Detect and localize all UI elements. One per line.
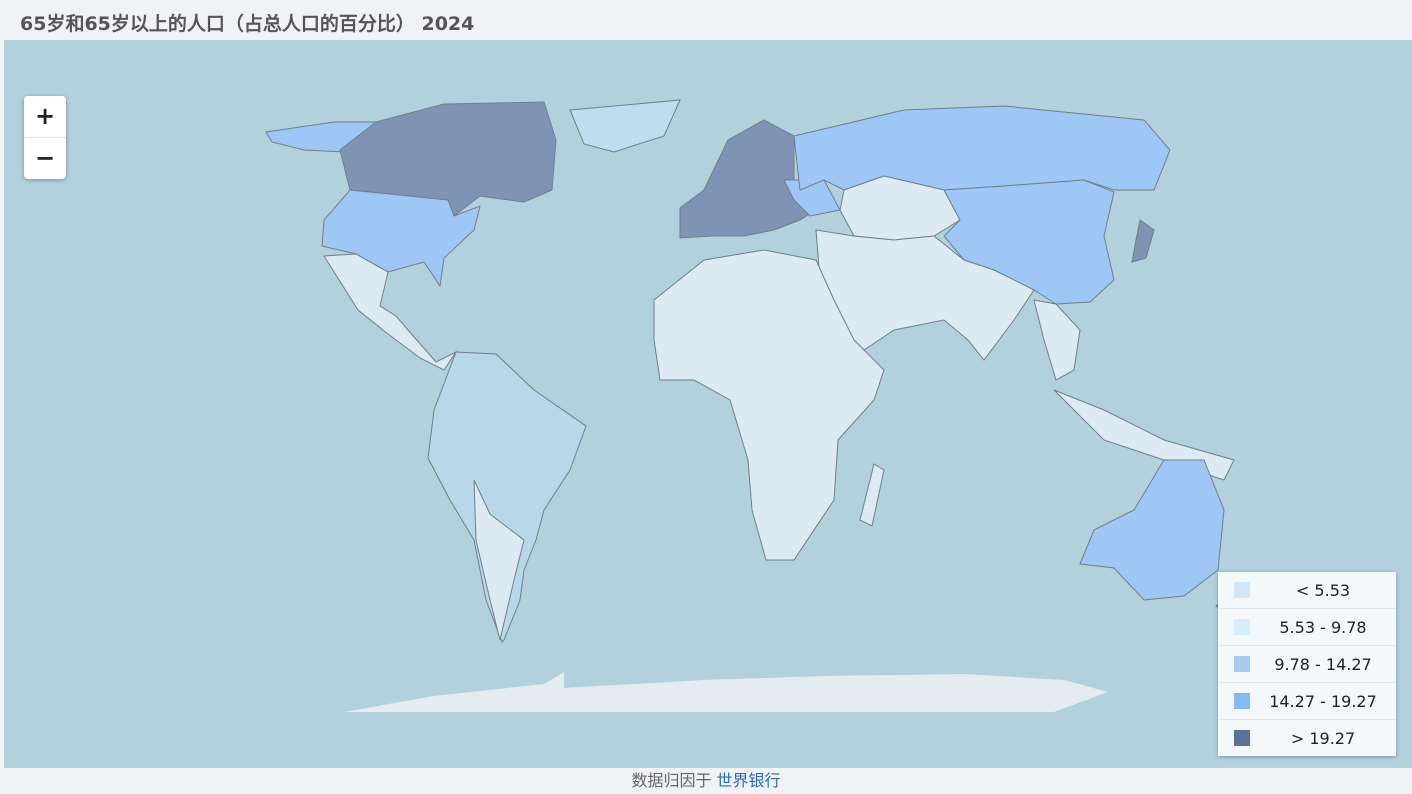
south-america [427,351,587,643]
legend-label: < 5.53 [1295,580,1351,600]
legend-swatch [1234,656,1250,672]
legend-swatch [1234,619,1250,635]
map: + − [4,40,1412,768]
mexico-central-america [323,253,458,371]
attribution: 数据归因于 [631,771,712,790]
chile-argentina [473,479,525,641]
antarctica [344,672,1108,712]
africa [653,249,885,561]
australia [1079,459,1225,601]
legend-swatch [1234,730,1250,746]
zoom-in[interactable]: + [34,102,56,130]
indonesia [1053,389,1235,481]
usa [321,189,481,288]
legend: < 5.53 5.53 - 9.78 9.78 - 14.27 14.27 - 19.… [1218,572,1396,756]
southeast-asia [1033,299,1081,381]
japan [1131,219,1155,263]
legend-item[interactable]: 14.27 - 19.27 [1218,683,1396,720]
legend-label: 5.53 - 9.78 [1279,617,1367,637]
legend-label: 9.78 - 14.27 [1274,654,1372,674]
legend-item[interactable]: 5.53 - 9.78 [1218,609,1396,646]
legend-swatch [1234,693,1250,709]
china [943,179,1115,305]
madagascar [859,463,885,527]
greenland [569,99,681,153]
zoom-control: + − [24,96,66,179]
map-shapes [265,99,1269,712]
legend-item[interactable]: < 5.53 [1218,572,1396,609]
legend-item[interactable]: > 19.27 [1218,720,1396,756]
legend-label: > 19.27 [1290,728,1356,748]
legend-item[interactable]: 9.78 - 14.27 [1218,646,1396,683]
footer: 数据归因于 世界银行 [0,768,1412,792]
source-link[interactable]: 世界银行 [716,771,781,790]
legend-label: 14.27 - 19.27 [1269,691,1377,711]
russia [793,105,1171,191]
title: 65岁和65岁以上的人口（占总人口的百分比） 2024 [20,13,475,35]
legend-swatch [1234,582,1250,598]
zoom-out[interactable]: − [24,137,66,179]
